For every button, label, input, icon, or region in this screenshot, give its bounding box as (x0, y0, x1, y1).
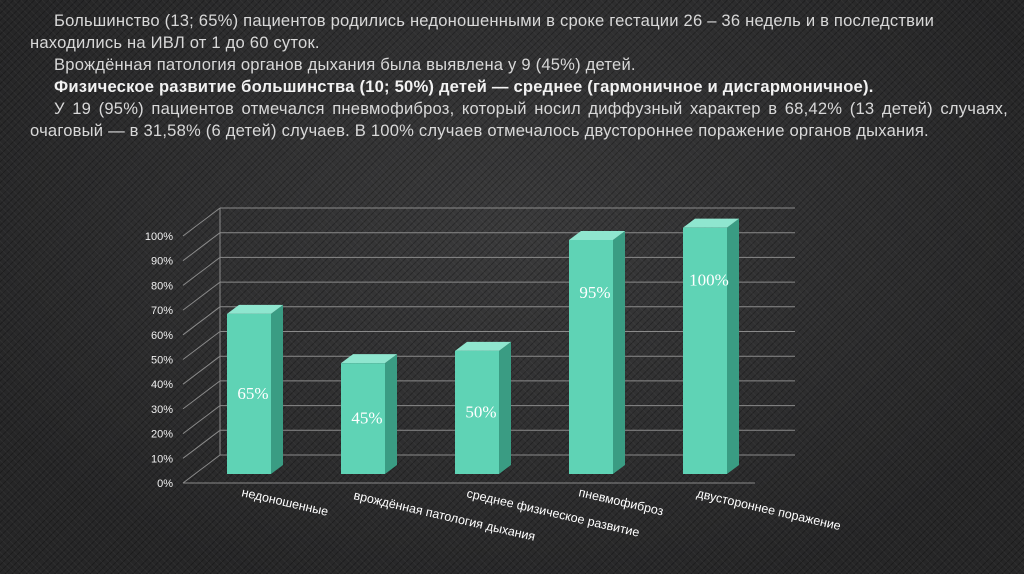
gridline-side (182, 405, 221, 434)
y-tick-label: 90% (151, 256, 173, 268)
y-tick-label: 40% (151, 379, 173, 391)
gridline-side (182, 281, 221, 311)
paragraph-physical-development: Физическое развитие большинства (10; 50%… (54, 77, 874, 96)
gridline-side (182, 257, 221, 286)
y-tick-label: 10% (151, 453, 173, 465)
bar-data-label: 45% (351, 409, 382, 428)
text-block: Большинство (13; 65%) пациентов родились… (30, 10, 1008, 142)
bar (569, 240, 613, 474)
y-tick-label: 60% (151, 330, 173, 342)
bar-top (683, 218, 739, 228)
y-tick-label: 20% (151, 429, 173, 441)
y-tick-label: 100% (145, 231, 173, 243)
paragraph-pneumofibrosis: У 19 (95%) пациентов отмечался пневмофиб… (30, 99, 1008, 140)
gridline-side (182, 380, 221, 410)
y-tick-label: 50% (151, 355, 173, 367)
y-tick-label: 30% (151, 404, 173, 416)
bar (455, 350, 499, 474)
gridline-side (182, 207, 221, 237)
bar-top (341, 354, 397, 364)
bar-data-label: 65% (237, 384, 268, 403)
paragraph-premature: Большинство (13; 65%) пациентов родились… (30, 11, 935, 52)
gridline-side (182, 454, 221, 484)
bar-top (227, 304, 283, 314)
bar-side (499, 341, 511, 474)
gridline-side (182, 306, 221, 336)
bars: 65% 45% 50% 95% 100% (227, 218, 739, 474)
bar-side (613, 231, 625, 474)
y-tick-label: 0% (157, 478, 173, 490)
y-tick-label: 70% (151, 305, 173, 317)
gridline-side (182, 355, 221, 385)
gridline-side (182, 429, 221, 459)
bar-data-label: 100% (689, 271, 729, 290)
bar-side (271, 304, 283, 474)
bar-side (727, 218, 739, 474)
x-axis-labels: недоношенные врождённая патология дыхания… (240, 485, 842, 543)
gridline-side (182, 331, 221, 360)
y-axis: 0% 10% 20% 30% 40% 50% 60% 70% 80% 90% 100% (145, 231, 173, 490)
x-category-label: двустороннее поражение (695, 486, 842, 533)
paragraph-congenital: Врождённая патология органов дыхания был… (54, 55, 636, 74)
bar (227, 313, 271, 474)
x-category-label: недоношенные (240, 485, 329, 519)
bar-data-label: 95% (579, 283, 610, 302)
bar (341, 363, 385, 474)
bar-top (569, 231, 625, 240)
y-tick-label: 80% (151, 280, 173, 292)
bar (683, 227, 727, 474)
bar-data-label: 50% (465, 402, 496, 421)
bar-top (455, 341, 511, 351)
gridline-side (182, 232, 221, 262)
bar-side (385, 354, 397, 474)
